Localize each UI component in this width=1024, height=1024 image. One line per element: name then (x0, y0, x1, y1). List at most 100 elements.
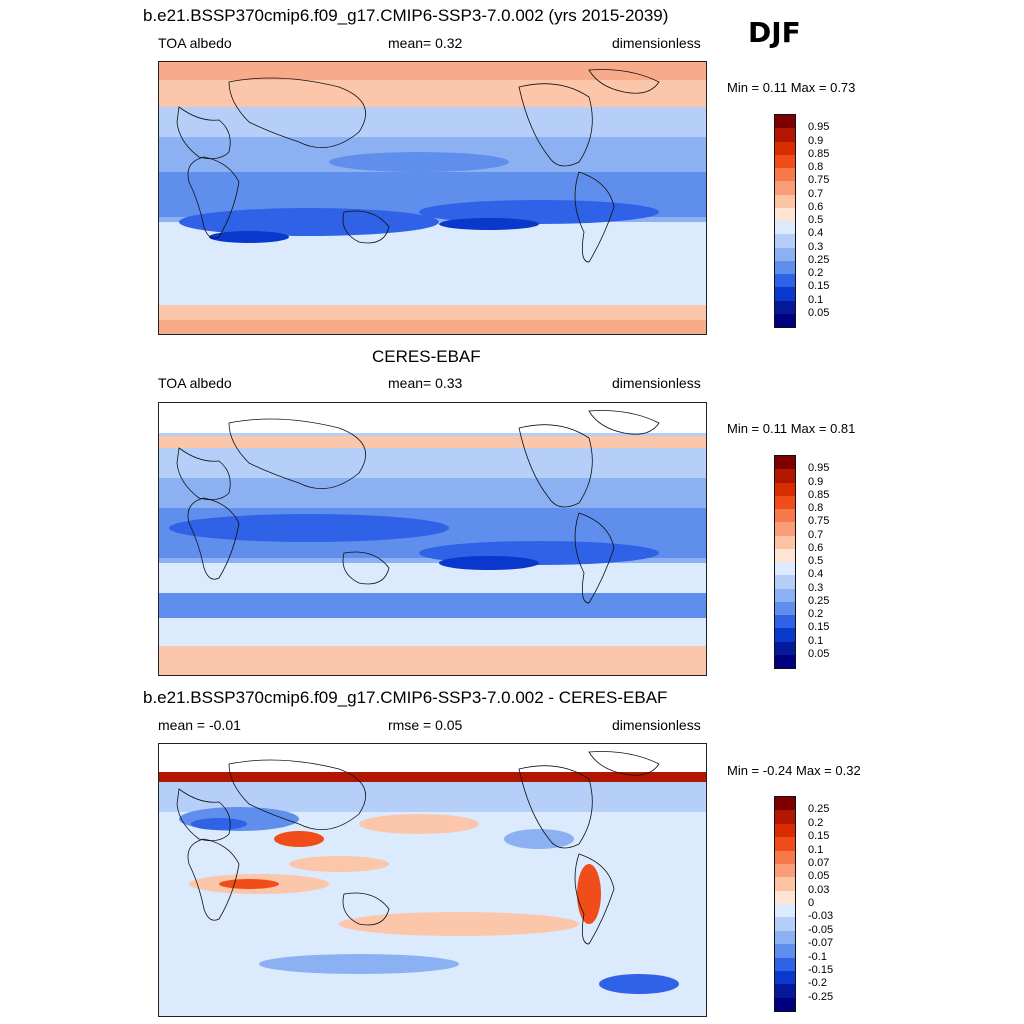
colorbar-label: 0.95 (808, 462, 830, 475)
colorbar-swatch (775, 482, 795, 496)
colorbar-label: 0.85 (808, 488, 830, 501)
colorbar-swatch (775, 509, 795, 523)
panel2-map-svg (159, 403, 706, 675)
colorbar-swatch (775, 562, 795, 576)
colorbar-swatch (775, 917, 795, 931)
panel1-colorbar (774, 114, 796, 328)
colorbar-swatch (775, 168, 795, 182)
colorbar-label: 0.5 (808, 555, 824, 567)
colorbar-swatch (775, 234, 795, 248)
panel3-map (158, 743, 707, 1017)
colorbar-label: 0.4 (808, 568, 824, 581)
colorbar-swatch (775, 877, 795, 891)
colorbar-label: 0.6 (808, 541, 824, 554)
panel3-mean-label: mean = -0.01 (158, 717, 241, 733)
panel3-minmax: Min = -0.24 Max = 0.32 (727, 763, 861, 778)
colorbar-label: 0.15 (808, 830, 830, 843)
panel1-minmax: Min = 0.11 Max = 0.73 (727, 80, 856, 95)
colorbar-swatch (775, 863, 795, 878)
colorbar-swatch (775, 495, 795, 509)
colorbar-swatch (775, 997, 795, 1011)
colorbar-swatch (775, 601, 795, 615)
colorbar-swatch (775, 469, 795, 483)
colorbar-swatch (775, 522, 795, 536)
colorbar-swatch (775, 456, 795, 470)
panel1-mean-label: mean= 0.32 (388, 35, 463, 51)
panel2-colorbar (774, 455, 796, 669)
colorbar-label: -0.2 (808, 977, 827, 990)
colorbar-swatch (775, 654, 795, 668)
colorbar-label: 0.2 (808, 816, 824, 829)
colorbar-label: 0.75 (808, 515, 830, 528)
panel1-title: b.e21.BSSP370cmip6.f09_g17.CMIP6-SSP3-7.… (143, 6, 669, 25)
colorbar-label: 0.85 (808, 147, 830, 160)
colorbar-swatch (775, 260, 795, 274)
colorbar-swatch (775, 957, 795, 971)
colorbar-swatch (775, 575, 795, 589)
panel3-map-svg (159, 744, 706, 1016)
colorbar-label: 0.25 (808, 253, 830, 266)
colorbar-swatch (775, 287, 795, 301)
colorbar-label: 0.3 (808, 581, 824, 594)
colorbar-swatch (775, 930, 795, 945)
colorbar-swatch (775, 797, 795, 811)
colorbar-swatch (775, 207, 795, 221)
colorbar-label: 0.1 (808, 634, 824, 647)
panel2-title: CERES-EBAF (372, 347, 481, 366)
colorbar-swatch (775, 628, 795, 642)
colorbar-label: 0.9 (808, 475, 824, 488)
panel3-title: b.e21.BSSP370cmip6.f09_g17.CMIP6-SSP3-7.… (143, 688, 668, 707)
colorbar-swatch (775, 904, 795, 918)
colorbar-label: 0.1 (808, 293, 824, 306)
colorbar-label: 0.9 (808, 134, 824, 147)
colorbar-label: 0.07 (808, 856, 830, 869)
colorbar-swatch (775, 850, 795, 864)
colorbar-swatch (775, 944, 795, 958)
colorbar-swatch (775, 588, 795, 602)
colorbar-swatch (775, 128, 795, 142)
panel2-units-label: dimensionless (612, 375, 701, 391)
panel1-map (158, 61, 707, 335)
colorbar-label: 0.8 (808, 502, 824, 514)
colorbar-label: -0.25 (808, 990, 834, 1003)
colorbar-label: 0.6 (808, 200, 824, 213)
colorbar-label: 0.05 (808, 306, 830, 319)
colorbar-label: 0.2 (808, 608, 824, 620)
panel2-minmax: Min = 0.11 Max = 0.81 (727, 421, 856, 436)
colorbar-label: 0.15 (808, 621, 830, 634)
colorbar-swatch (775, 181, 795, 195)
panel1-variable-label: TOA albedo (158, 35, 232, 51)
panel1-map-svg (159, 62, 706, 334)
colorbar-swatch (775, 194, 795, 208)
season-label: DJF (748, 16, 801, 49)
colorbar-label: 0.25 (808, 594, 830, 607)
colorbar-swatch (775, 221, 795, 235)
panel3-units-label: dimensionless (612, 717, 701, 733)
colorbar-label: -0.15 (808, 963, 834, 976)
colorbar-label: 0.5 (808, 214, 824, 226)
colorbar-label: 0.7 (808, 187, 824, 200)
colorbar-label: 0.8 (808, 161, 824, 173)
colorbar-label: 0 (808, 897, 815, 909)
panel3-colorbar (774, 796, 796, 1012)
colorbar-swatch (775, 823, 795, 838)
colorbar-label: -0.05 (808, 923, 834, 936)
colorbar-label: -0.07 (808, 937, 834, 950)
colorbar-label: 0.05 (808, 870, 830, 883)
colorbar-label: -0.1 (808, 950, 827, 963)
panel3-rmse-label: rmse = 0.05 (388, 717, 463, 733)
colorbar-swatch (775, 890, 795, 904)
colorbar-swatch (775, 548, 795, 562)
colorbar-swatch (775, 641, 795, 655)
colorbar-swatch (775, 837, 795, 851)
panel2-mean-label: mean= 0.33 (388, 375, 463, 391)
colorbar-label: 0.03 (808, 883, 830, 896)
colorbar-swatch (775, 274, 795, 288)
colorbar-label: 0.7 (808, 528, 824, 541)
colorbar-swatch (775, 970, 795, 985)
colorbar-swatch (775, 154, 795, 168)
colorbar-swatch (775, 300, 795, 314)
colorbar-label: 0.2 (808, 267, 824, 279)
panel2-variable-label: TOA albedo (158, 375, 232, 391)
colorbar-label: 0.15 (808, 280, 830, 293)
